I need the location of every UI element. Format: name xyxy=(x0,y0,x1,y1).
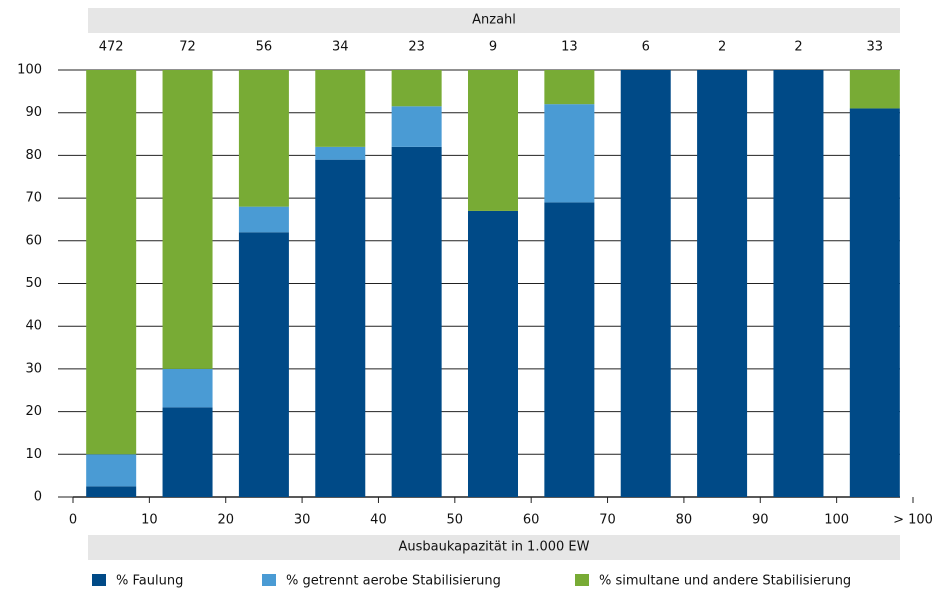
bar-segment xyxy=(238,232,289,497)
bar-segment xyxy=(849,70,900,109)
x-tick-label: 40 xyxy=(370,513,387,528)
bar-segment xyxy=(86,70,137,455)
bar-segment xyxy=(86,486,137,497)
bar-segment xyxy=(315,70,366,147)
bar-segment xyxy=(391,106,442,147)
header-band xyxy=(88,8,900,33)
count-label: 2 xyxy=(794,40,802,55)
x-tick-label: 50 xyxy=(447,513,464,528)
legend-swatch xyxy=(92,574,106,586)
legend-label: % simultane und andere Stabilisierung xyxy=(599,574,851,589)
bar-segment xyxy=(849,108,900,498)
y-tick-label: 90 xyxy=(25,105,42,120)
y-tick-label: 80 xyxy=(25,148,42,163)
x-tick-label: > 100 xyxy=(893,513,933,528)
y-tick-label: 100 xyxy=(17,63,42,78)
count-label: 2 xyxy=(718,40,726,55)
legend-swatch xyxy=(575,574,589,586)
y-tick-label: 50 xyxy=(25,276,42,291)
x-tick-label: 30 xyxy=(294,513,311,528)
legend-label: % Faulung xyxy=(116,574,183,589)
legend-label: % getrennt aerobe Stabilisierung xyxy=(286,574,501,589)
x-tick-label: 90 xyxy=(752,513,769,528)
bar-segment xyxy=(620,70,671,497)
bar-segment xyxy=(391,146,442,498)
y-tick-label: 70 xyxy=(25,191,42,206)
x-tick-label: 60 xyxy=(523,513,540,528)
count-label: 13 xyxy=(561,40,578,55)
count-label: 34 xyxy=(332,40,349,55)
y-tick-label: 10 xyxy=(25,447,42,462)
x-tick-label: 0 xyxy=(69,513,77,528)
bar-segment xyxy=(162,407,213,497)
y-tick-label: 60 xyxy=(25,233,42,248)
header-label: Anzahl xyxy=(472,13,516,28)
count-label: 6 xyxy=(642,40,650,55)
bar-segment xyxy=(162,70,213,369)
bar-segment xyxy=(315,159,366,498)
bar-segment xyxy=(544,104,595,203)
x-axis-label: Ausbaukapazität in 1.000 EW xyxy=(399,540,590,555)
count-label: 72 xyxy=(179,40,196,55)
y-tick-label: 30 xyxy=(25,361,42,376)
bar-segment xyxy=(773,70,824,497)
bar-segment xyxy=(238,70,289,207)
bar-segment xyxy=(162,368,213,408)
x-tick-label: 80 xyxy=(676,513,693,528)
bar-segment xyxy=(468,70,518,211)
x-tick-label: 10 xyxy=(141,513,158,528)
x-tick-label: 70 xyxy=(599,513,616,528)
x-tick-label: 20 xyxy=(217,513,234,528)
y-tick-label: 20 xyxy=(25,404,42,419)
legend-swatch xyxy=(262,574,276,586)
x-label-band xyxy=(88,535,900,560)
bar-segment xyxy=(391,70,442,107)
bar-segment xyxy=(315,146,366,160)
count-label: 472 xyxy=(99,40,124,55)
count-label: 23 xyxy=(408,40,425,55)
count-label: 56 xyxy=(256,40,273,55)
bar-segment xyxy=(544,70,595,105)
y-tick-label: 0 xyxy=(34,490,42,505)
bar-segment xyxy=(544,202,595,497)
bar-segment xyxy=(238,206,289,233)
bar-segment xyxy=(697,70,748,497)
count-label: 33 xyxy=(867,40,884,55)
y-tick-label: 40 xyxy=(25,319,42,334)
bar-segment xyxy=(468,210,518,497)
count-label: 9 xyxy=(489,40,497,55)
bar-segment xyxy=(86,454,137,487)
x-tick-label: 100 xyxy=(824,513,849,528)
